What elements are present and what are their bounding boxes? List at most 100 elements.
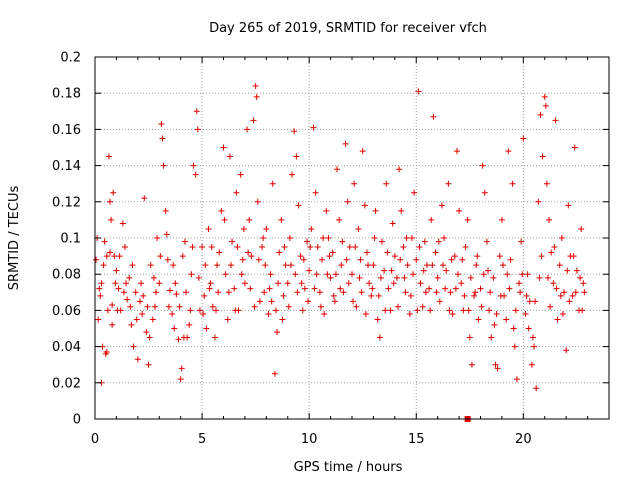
data-point [536,274,543,281]
data-point [507,256,514,263]
y-tick-label: 0.12 [52,195,81,210]
data-point [226,153,233,160]
data-point [544,274,551,281]
data-point [452,285,459,292]
data-point [286,235,293,241]
data-point [420,267,427,274]
data-point [518,238,525,245]
data-point [100,262,107,269]
data-point [413,256,420,263]
data-point [580,280,587,287]
data-point [432,249,439,256]
data-point [278,216,285,223]
data-point [345,280,352,287]
data-point [446,307,453,314]
data-point [279,316,286,323]
data-point [256,298,263,305]
data-point [372,207,379,214]
data-point [400,244,407,251]
data-point [494,365,501,372]
data-point [561,289,568,296]
data-point [505,148,512,155]
data-point [554,316,561,323]
data-point [343,256,350,263]
data-point [532,298,539,305]
data-point [325,235,332,241]
data-point [188,271,195,278]
data-point [374,316,381,323]
data-point [427,307,434,314]
data-point [275,280,282,287]
data-point [498,216,505,223]
data-point [162,207,169,214]
data-point [114,307,121,314]
data-point [220,144,227,151]
data-point [323,207,330,214]
data-point [519,271,526,278]
grid-lines [95,57,609,419]
data-point [357,256,364,263]
data-point [491,321,498,328]
data-point [106,198,113,205]
data-point [465,307,472,314]
data-point [467,274,474,281]
data-point [262,262,269,269]
data-point [579,307,586,314]
data-point [301,285,308,292]
data-point [511,343,518,350]
data-point [483,238,490,245]
data-point [306,267,313,274]
data-point [484,267,491,274]
data-point [208,244,215,251]
data-point [284,280,291,287]
x-axis-title: GPS time / hours [294,460,403,475]
data-point [473,262,480,269]
data-point [138,280,145,287]
data-point [245,249,252,256]
data-point [96,285,103,292]
data-point [128,321,135,328]
data-point [471,292,478,299]
data-point [464,216,471,223]
x-tick-label: 0 [91,432,99,447]
data-point [147,262,154,269]
data-point [189,244,196,251]
data-point [171,325,178,332]
data-point [403,235,410,241]
data-point [195,274,202,281]
data-point [565,202,572,209]
data-point [397,256,404,263]
data-point [460,307,467,314]
data-point [196,307,203,314]
data-point [282,262,289,269]
data-point [149,316,156,323]
data-point [338,262,345,269]
data-point [324,271,331,278]
data-point [109,301,116,308]
data-point [550,280,557,287]
data-point [388,267,395,274]
data-point [106,249,113,256]
data-point [359,148,366,155]
data-point [190,162,197,169]
data-point [266,285,273,292]
data-point [206,285,213,292]
data-point [559,311,566,318]
data-point [493,311,500,318]
data-point [402,289,409,296]
data-point [466,334,473,341]
data-point [310,124,317,131]
data-point [136,298,143,305]
data-point [97,292,104,299]
data-point [260,235,267,241]
data-point [349,271,355,278]
data-point [313,271,320,278]
x-tick-label: 10 [301,432,318,447]
data-point [194,126,201,133]
data-point [387,307,394,314]
data-point [488,334,495,341]
data-point [104,307,111,314]
data-point [356,274,363,281]
data-point [351,180,358,187]
data-point [127,303,134,310]
